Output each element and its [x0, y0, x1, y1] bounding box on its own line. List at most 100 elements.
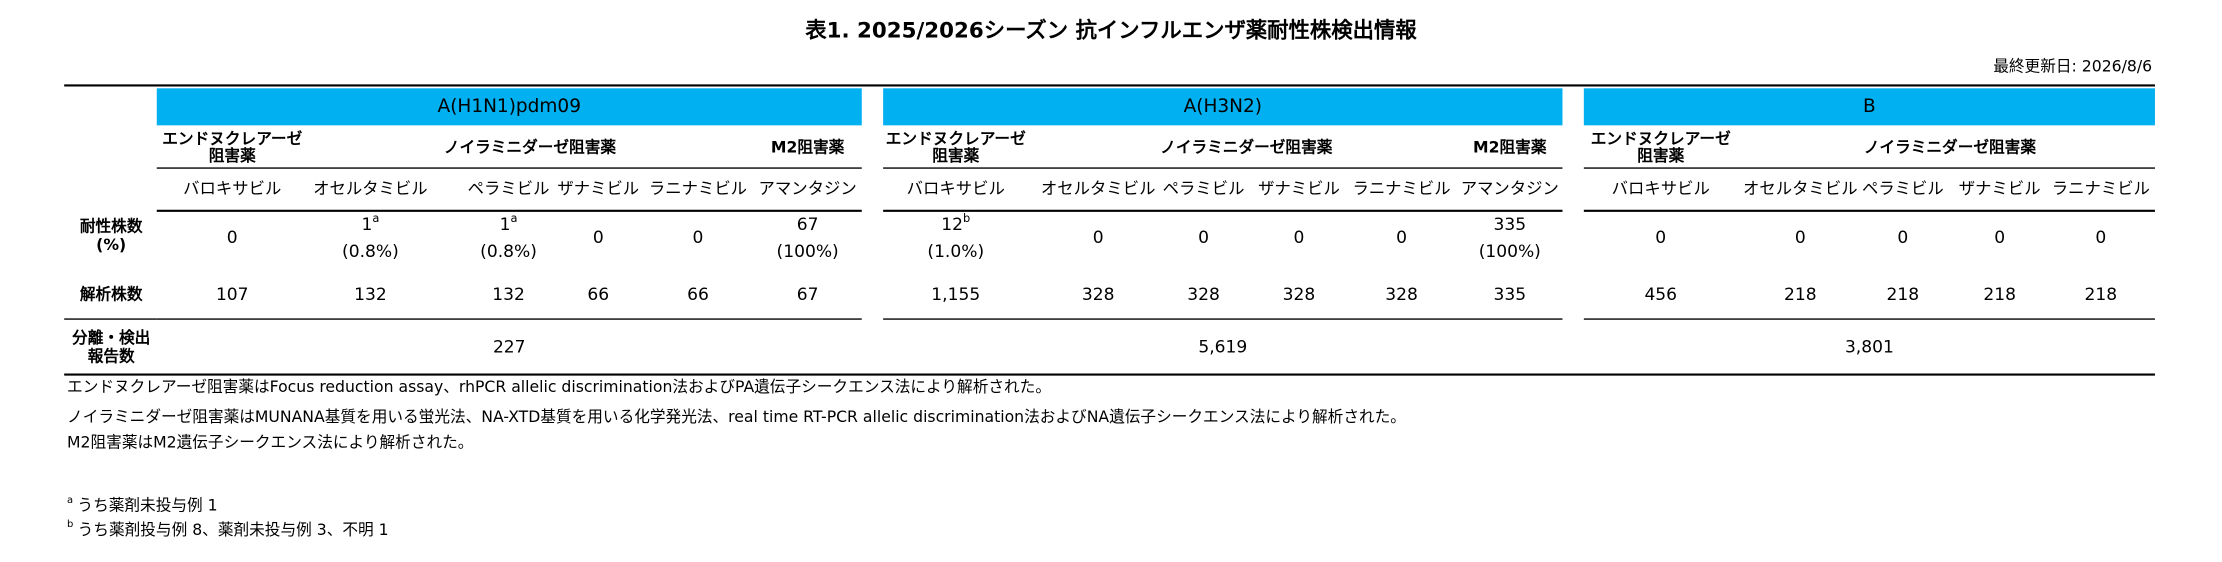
cell-text: M2阻害薬 [1473, 138, 1547, 157]
resistant-count: 0 [1655, 228, 1666, 248]
cell-text: M2阻害薬 [771, 138, 845, 157]
count: 0 [1093, 228, 1104, 248]
cell-text: ノイラミニダーゼ阻害薬 [444, 138, 617, 157]
footnote-text: うち薬剤未投与例 1 [77, 495, 217, 514]
resistant-count: 67 [797, 215, 819, 235]
resistant-percent: (100%) [1479, 242, 1541, 262]
note: エンドヌクレアーゼ阻害薬はFocus reduction assay、rhPCR… [67, 377, 1051, 396]
drug-name: アマンタジン [1461, 179, 1559, 198]
analyzed-count: 67 [797, 285, 819, 305]
analyzed-count: 66 [587, 285, 609, 305]
analyzed-count: 132 [492, 285, 525, 305]
analyzed-count: 66 [687, 285, 709, 305]
footnote: a うち薬剤未投与例 1 [67, 495, 218, 514]
cell-text: 阻害薬 [932, 146, 979, 165]
drug-name: ペラミビル [468, 179, 550, 198]
resistant-count: 0 [1294, 228, 1305, 248]
resistant-count: 335 [1493, 215, 1526, 235]
resistant-count: 0 [2095, 228, 2106, 248]
group-header-band [156, 88, 862, 126]
analyzed-count: 1,155 [931, 285, 980, 305]
footnote-mark: b [67, 519, 73, 530]
count: 1 [500, 215, 511, 235]
resistant-count: 12b [941, 210, 970, 235]
footnote: b うち薬剤投与例 8、薬剤未投与例 3、不明 1 [67, 519, 389, 538]
count: 12 [941, 215, 963, 235]
isolates-count: 227 [493, 338, 526, 358]
group-name: A(H1N1)pdm09 [438, 96, 581, 117]
cell-text: (%) [96, 235, 126, 254]
analyzed-count: 328 [1187, 285, 1220, 305]
count: 0 [227, 228, 238, 248]
drug-name: ザナミビル [1258, 179, 1340, 198]
analyzed-count: 107 [216, 285, 249, 305]
drug-name: バロキサビル [907, 179, 1005, 198]
count: 0 [1897, 228, 1908, 248]
resistant-percent: (1.0%) [927, 242, 984, 262]
note-mark: a [372, 210, 379, 224]
cell-text: エンドヌクレアーゼ [162, 129, 302, 148]
drug-name: オセルタミビル [313, 179, 428, 198]
resistant-count: 1a [361, 210, 379, 235]
drug-name: バロキサビル [1612, 179, 1710, 198]
count: 67 [797, 215, 819, 235]
cell-text: エンドヌクレアーゼ [886, 129, 1026, 148]
cell-text: 阻害薬 [209, 146, 256, 165]
row-header: 解析株数 [80, 284, 143, 303]
note: ノイラミニダーゼ阻害薬はMUNANA基質を用いる蛍光法、NA-XTD基質を用いる… [67, 407, 1406, 426]
resistant-percent: (0.8%) [480, 242, 537, 262]
drug-name: バロキサビル [183, 179, 281, 198]
drug-name: ラニナミビル [1352, 179, 1450, 198]
analyzed-count: 132 [354, 285, 387, 305]
group-name: A(H3N2) [1184, 96, 1262, 117]
footnote-text: うち薬剤投与例 8、薬剤未投与例 3、不明 1 [78, 519, 389, 538]
cell-text: 分離・検出 [72, 328, 150, 347]
resistant-count: 0 [227, 228, 238, 248]
updated-date: 最終更新日: 2026/8/6 [1993, 56, 2152, 75]
analyzed-count: 218 [1983, 285, 2016, 305]
count: 0 [1396, 228, 1407, 248]
count: 0 [693, 228, 704, 248]
cell-text: エンドヌクレアーゼ [1591, 129, 1731, 148]
count: 0 [1198, 228, 1209, 248]
cell-text: 阻害薬 [1637, 146, 1684, 165]
drug-name: アマンタジン [759, 179, 857, 198]
analyzed-count: 328 [1385, 285, 1418, 305]
count: 0 [1655, 228, 1666, 248]
cell-text: 耐性株数 [80, 217, 143, 236]
cell-text: ノイラミニダーゼ阻害薬 [1160, 138, 1333, 157]
count: 0 [1994, 228, 2005, 248]
resistant-count: 0 [1795, 228, 1806, 248]
drug-name: ペラミビル [1163, 179, 1245, 198]
cell-text: 報告数 [88, 346, 135, 365]
drug-name: オセルタミビル [1743, 179, 1858, 198]
count: 0 [593, 228, 604, 248]
drug-name: ザナミビル [557, 179, 639, 198]
note-mark: b [963, 210, 970, 224]
resistant-count: 0 [593, 228, 604, 248]
drug-name: ラニナミビル [2052, 179, 2150, 198]
drug-name: ペラミビル [1862, 179, 1944, 198]
count: 0 [1795, 228, 1806, 248]
note: M2阻害薬はM2遺伝子シークエンス法により解析された。 [67, 432, 473, 451]
resistant-count: 0 [1994, 228, 2005, 248]
count: 0 [2095, 228, 2106, 248]
resistant-percent: (100%) [777, 242, 839, 262]
resistant-count: 1a [500, 210, 518, 235]
title: 表1. 2025/2026シーズン 抗インフルエンザ薬耐性株検出情報 [805, 17, 1417, 43]
count: 1 [361, 215, 372, 235]
resistant-count: 0 [1093, 228, 1104, 248]
analyzed-count: 218 [2085, 285, 2118, 305]
cell-text: ノイラミニダーゼ阻害薬 [1864, 138, 2037, 157]
resistant-percent: (0.8%) [342, 242, 399, 262]
resistant-count: 0 [1396, 228, 1407, 248]
analyzed-count: 328 [1283, 285, 1316, 305]
isolates-count: 3,801 [1845, 338, 1894, 358]
resistant-count: 0 [1897, 228, 1908, 248]
drug-name: オセルタミビル [1041, 179, 1156, 198]
analyzed-count: 335 [1493, 285, 1526, 305]
group-header-band [883, 88, 1563, 126]
drug-name: ザナミビル [1959, 179, 2041, 198]
